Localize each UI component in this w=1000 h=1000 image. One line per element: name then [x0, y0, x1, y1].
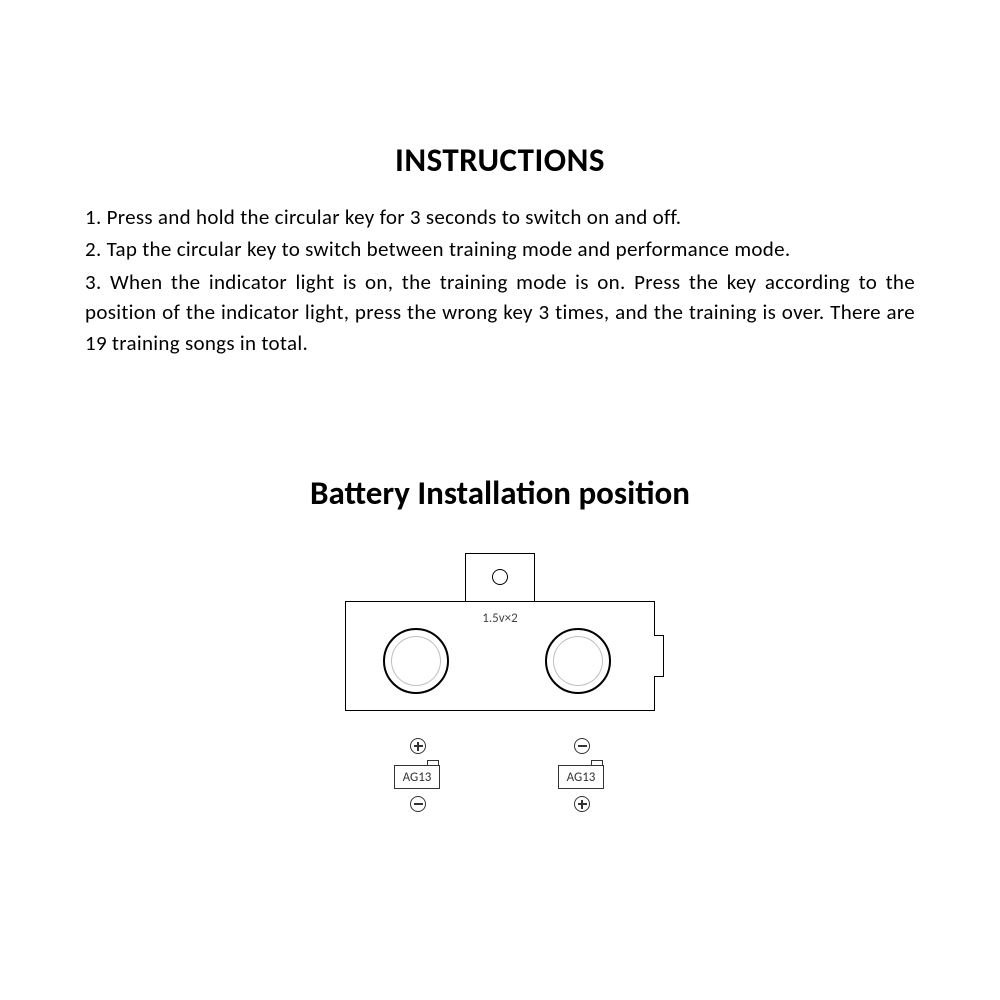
instruction-item: 2. Tap the circular key to switch betwee… [85, 234, 915, 264]
polarity-plus-icon [410, 738, 426, 754]
battery-title: Battery Installation position [85, 473, 915, 513]
battery-label-right: AG13 [558, 765, 604, 789]
instruction-list: 1. Press and hold the circular key for 3… [85, 202, 915, 358]
polarity-plus-icon [574, 796, 590, 812]
battery-label-left: AG13 [394, 765, 440, 789]
polarity-minus-icon [410, 796, 426, 812]
polarity-minus-icon [574, 738, 590, 754]
battery-slot-left-icon [383, 628, 449, 694]
instruction-item: 1. Press and hold the circular key for 3… [85, 202, 915, 232]
voltage-label: 1.5v×2 [320, 611, 680, 626]
battery-diagram: 1.5v×2 AG13 AG13 [85, 553, 915, 833]
side-clip [654, 635, 664, 677]
battery-slot-right-icon [545, 628, 611, 694]
page-content: INSTRUCTIONS 1. Press and hold the circu… [0, 0, 1000, 833]
instructions-title: INSTRUCTIONS [85, 140, 915, 180]
battery-diagram-inner: 1.5v×2 AG13 AG13 [320, 553, 680, 833]
instruction-item: 3. When the indicator light is on, the t… [85, 267, 915, 358]
